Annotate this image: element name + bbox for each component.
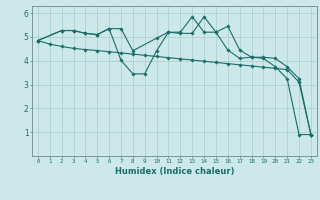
X-axis label: Humidex (Indice chaleur): Humidex (Indice chaleur)	[115, 167, 234, 176]
